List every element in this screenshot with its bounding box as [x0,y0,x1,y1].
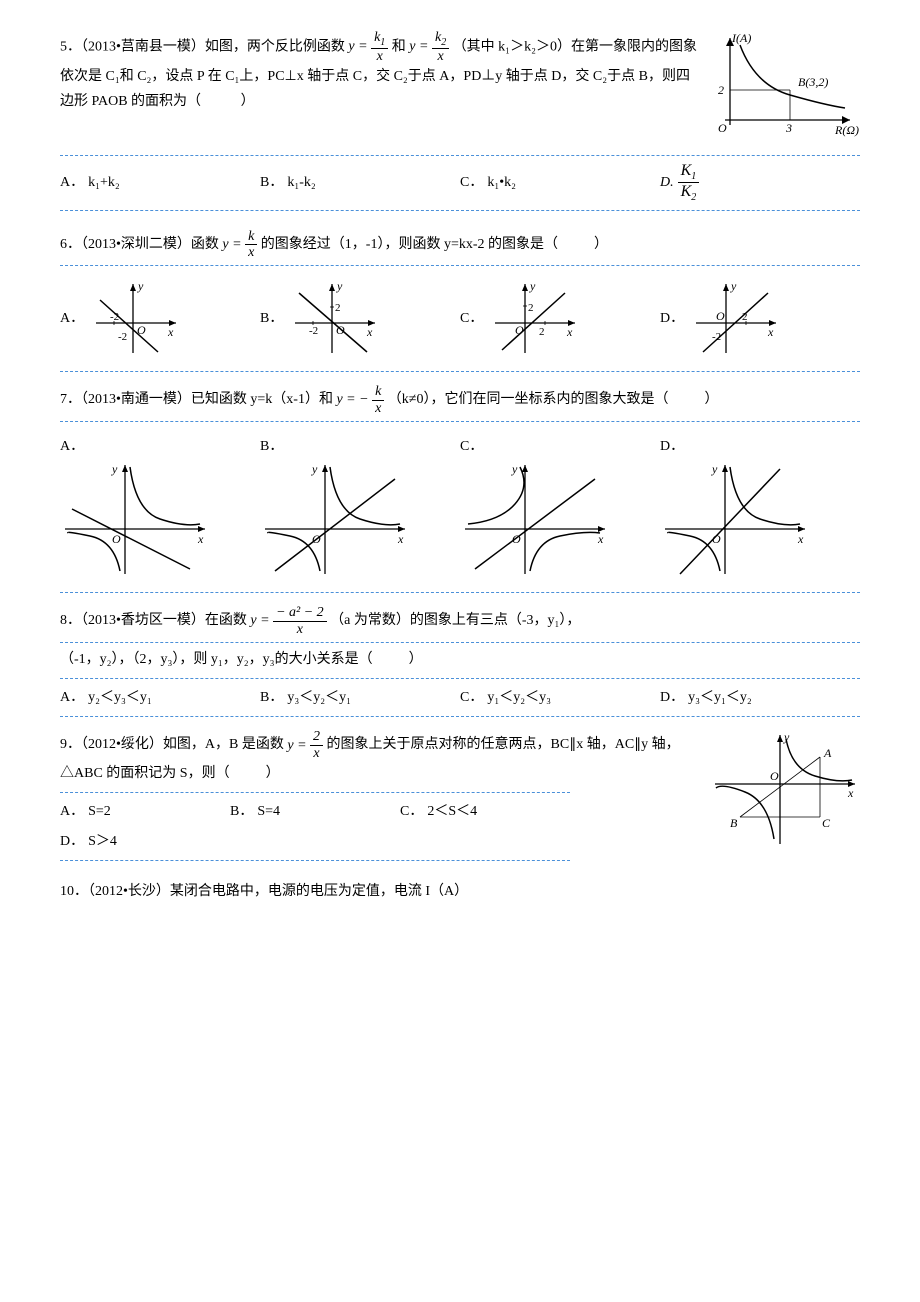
q5-text-a: 5．（2013•莒南县一模）如图，两个反比例函数 [60,39,348,54]
svg-text:x: x [397,532,404,546]
q8-opt-c: C．y₁＜y₂＜y₃ [460,685,660,710]
svg-text:I(A): I(A) [731,31,751,45]
q8-opt-a: A．y₂＜y₃＜y₁ [60,685,260,710]
svg-text:2: 2 [528,302,534,314]
question-9: yxO A B C 9．（2012•绥化）如图，A，B 是函数 y = 2x 的… [60,729,860,866]
q7-text-b: （k≠0），它们在同一坐标系内的图象大致是（ [388,392,669,407]
svg-text:-2: -2 [309,325,318,337]
svg-text:x: x [566,325,573,339]
q6-text-a: 6．（2013•深圳二模）函数 [60,237,222,252]
q7-options: A． yxO B． yxO C． [60,428,860,585]
q5-figure: I(A) R(Ω) O 2 3 B(3,2) [710,30,860,149]
q8-options: A．y₂＜y₃＜y₁ B．y₃＜y₂＜y₁ C．y₁＜y₂＜y₃ D．y₃＜y₁… [60,678,860,717]
svg-text:-2: -2 [712,331,721,343]
q5-opt-b: B．k₁-k₂ [260,162,460,203]
q6-opt-b: B． yxO -22 [260,278,460,358]
svg-text:A: A [823,746,832,760]
q7-opt-d: D． yxO [660,434,860,579]
svg-text:y: y [529,279,536,293]
svg-text:y: y [336,279,343,293]
q6-text-b: 的图象经过（1，-1），则函数 y=kx-2 的图象是（ [261,237,558,252]
q9-opt-b: B．S=4 [230,799,400,824]
q6-text-c: ） [594,237,608,252]
svg-text:y: y [111,462,118,476]
q10-text: 10．（2012•长沙）某闭合电路中，电源的电压为定值，电流 I（A） [60,884,468,899]
svg-text:x: x [366,325,373,339]
blank [205,94,241,109]
svg-text:x: x [197,532,204,546]
q7-opt-b: B． yxO [260,434,460,579]
q9-text-a: 9．（2012•绥化）如图，A，B 是函数 [60,738,287,753]
q9-opt-c: C．2＜S＜4 [400,799,570,824]
q7-opt-c: C． yxO [460,434,660,579]
q7-opt-a: A． yxO [60,434,260,579]
svg-text:y: y [730,279,737,293]
q9-options: A．S=2 B．S=4 C．2＜S＜4 D．S＞4 [60,792,570,860]
q5-options: A．k₁+k₂ B．k₁-k₂ C．k₁•k₂ D. K1K2 [60,155,860,210]
svg-text:B: B [730,816,738,830]
q6-frac: y = kx [222,237,260,252]
q7-text-a: 7．（2013•南通一模）已知函数 y=k（x-1）和 [60,392,336,407]
q6-options: A． yxO -2-2 B． yxO -22 C． [60,272,860,364]
question-10: 10．（2012•长沙）某闭合电路中，电源的电压为定值，电流 I（A） [60,879,860,904]
svg-text:2: 2 [718,83,724,97]
question-7: 7．（2013•南通一模）已知函数 y=k（x-1）和 y = − kx （k≠… [60,384,860,593]
question-8: 8．（2013•香坊区一模）在函数 y = − a² − 2x （a 为常数）的… [60,605,860,717]
svg-text:y: y [511,462,518,476]
q5-opt-d: D. K1K2 [660,162,860,203]
q8-text-c: （-1，y₂），（2，y₃），则 y₁，y₂，y₃的大小关系是（ [60,652,373,667]
q5-text-b: 和 [392,39,410,54]
svg-text:C: C [822,816,831,830]
q9-opt-a: A．S=2 [60,799,230,824]
q8-opt-b: B．y₃＜y₂＜y₁ [260,685,460,710]
svg-text:y: y [311,462,318,476]
q8-opt-d: D．y₃＜y₁＜y₂ [660,685,860,710]
origin-label: O [718,121,727,135]
q8-text-d: ） [409,652,423,667]
svg-text:O: O [512,532,521,546]
svg-text:x: x [167,325,174,339]
question-6: 6．（2013•深圳二模）函数 y = kx 的图象经过（1，-1），则函数 y… [60,229,860,373]
svg-text:R(Ω): R(Ω) [834,123,859,137]
svg-text:2: 2 [539,326,545,338]
q7-frac: y = − kx [336,392,387,407]
svg-text:3: 3 [785,121,792,135]
q9-opt-d: D．S＞4 [60,829,570,854]
q9-figure: yxO A B C [710,729,860,858]
q5-text-d: ） [241,94,255,109]
q8-frac: y = − a² − 2x [250,613,330,628]
svg-text:x: x [597,532,604,546]
q6-opt-c: C． yxO 22 [460,278,660,358]
q8-text-a: 8．（2013•香坊区一模）在函数 [60,613,250,628]
svg-text:O: O [716,309,725,323]
question-5: I(A) R(Ω) O 2 3 B(3,2) 5．（2013•莒南县一模）如图，… [60,30,860,217]
q9-frac: y = 2x [287,738,326,753]
q6-opt-d: D． yxO 2-2 [660,278,860,358]
svg-text:x: x [847,786,854,800]
q9-text-c: ） [266,766,280,781]
svg-text:x: x [797,532,804,546]
svg-text:2: 2 [335,302,341,314]
q5-frac2: y = k2x [409,39,452,54]
q7-text-c: ） [704,392,718,407]
svg-text:y: y [711,462,718,476]
q5-opt-a: A．k₁+k₂ [60,162,260,203]
q8-text-b: （a 为常数）的图象上有三点（-3，y₁）， [330,613,580,628]
svg-text:2: 2 [742,311,748,323]
q5-frac1: y = k1x [348,39,391,54]
svg-text:O: O [770,769,779,783]
q6-opt-a: A． yxO -2-2 [60,278,260,358]
q5-opt-c: C．k₁•k₂ [460,162,660,203]
svg-text:O: O [112,532,121,546]
svg-text:x: x [767,325,774,339]
svg-text:-2: -2 [118,331,127,343]
svg-text:-2: -2 [110,311,119,323]
svg-text:B(3,2): B(3,2) [798,75,828,89]
svg-text:y: y [137,279,144,293]
